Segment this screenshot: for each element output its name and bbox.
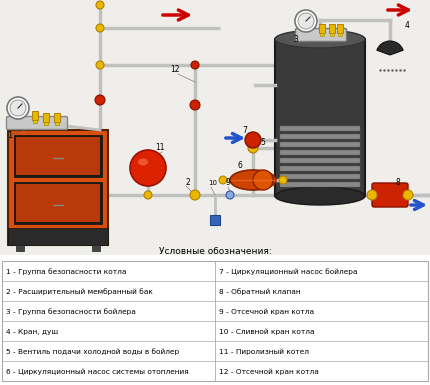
Bar <box>275 39 365 196</box>
Circle shape <box>7 97 29 119</box>
Bar <box>280 126 360 131</box>
Text: 11: 11 <box>155 143 165 152</box>
Circle shape <box>403 190 413 200</box>
Bar <box>280 166 360 171</box>
Circle shape <box>248 143 258 153</box>
Bar <box>44 122 48 125</box>
Bar <box>14 182 102 224</box>
Bar <box>338 33 342 36</box>
Text: 9: 9 <box>226 178 231 187</box>
Bar <box>32 111 38 120</box>
Bar <box>319 24 325 33</box>
Ellipse shape <box>275 30 365 48</box>
Text: 6 - Циркуляционный насос системы отопления: 6 - Циркуляционный насос системы отоплен… <box>6 369 189 375</box>
Bar <box>280 134 360 139</box>
Circle shape <box>96 24 104 32</box>
Bar <box>8 130 108 245</box>
Circle shape <box>10 100 26 116</box>
Text: 12: 12 <box>170 65 179 74</box>
Bar <box>2 261 428 381</box>
Bar <box>280 158 360 163</box>
Bar <box>210 215 220 225</box>
Circle shape <box>144 191 152 199</box>
Ellipse shape <box>138 159 148 166</box>
Text: 5: 5 <box>260 138 265 147</box>
Bar <box>330 33 334 36</box>
Bar <box>55 122 59 125</box>
Circle shape <box>226 191 234 199</box>
Bar <box>16 184 100 222</box>
Text: 4: 4 <box>405 21 410 30</box>
Circle shape <box>219 176 227 184</box>
Circle shape <box>191 61 199 69</box>
Bar <box>280 182 360 187</box>
Text: 12 - Отсечной кран котла: 12 - Отсечной кран котла <box>219 369 319 375</box>
FancyBboxPatch shape <box>6 117 68 129</box>
Circle shape <box>367 190 377 200</box>
Bar <box>0 0 430 255</box>
Bar <box>337 24 343 33</box>
Ellipse shape <box>230 170 276 190</box>
Bar <box>33 120 37 123</box>
Circle shape <box>96 61 104 69</box>
Text: 10: 10 <box>208 180 217 186</box>
Circle shape <box>253 170 273 190</box>
Text: 8 - Обратный клапан: 8 - Обратный клапан <box>219 289 301 295</box>
Wedge shape <box>377 41 403 55</box>
Text: 10 - Сливной кран котла: 10 - Сливной кран котла <box>219 329 315 335</box>
Text: 9 - Отсечной кран котла: 9 - Отсечной кран котла <box>219 309 314 315</box>
Circle shape <box>298 13 314 29</box>
Text: 1: 1 <box>7 131 12 140</box>
Circle shape <box>96 1 104 9</box>
Circle shape <box>190 100 200 110</box>
Circle shape <box>130 150 166 186</box>
Bar <box>8 228 108 245</box>
Bar <box>92 245 100 251</box>
Bar <box>54 113 60 122</box>
Circle shape <box>279 176 287 184</box>
Circle shape <box>295 10 317 32</box>
Bar <box>16 137 100 175</box>
Circle shape <box>95 95 105 105</box>
Bar <box>329 24 335 33</box>
Text: 11 - Пиролизный котел: 11 - Пиролизный котел <box>219 349 309 355</box>
Text: 5 - Вентиль подачи холодной воды в бойлер: 5 - Вентиль подачи холодной воды в бойле… <box>6 348 179 355</box>
Bar <box>14 135 102 177</box>
Text: 3: 3 <box>293 35 298 44</box>
Text: Условные обозначения:: Условные обозначения: <box>159 247 271 256</box>
Text: 7: 7 <box>242 126 247 135</box>
Circle shape <box>245 132 261 148</box>
Bar <box>43 113 49 122</box>
FancyBboxPatch shape <box>372 183 408 207</box>
Text: 2 - Расширительный мембранный бак: 2 - Расширительный мембранный бак <box>6 289 153 295</box>
FancyBboxPatch shape <box>295 28 347 42</box>
Bar <box>280 150 360 155</box>
Text: 8: 8 <box>395 178 400 187</box>
Text: 7 - Циркуляционный насос бойлера: 7 - Циркуляционный насос бойлера <box>219 268 357 276</box>
Bar <box>280 142 360 147</box>
Text: 6: 6 <box>238 161 243 170</box>
Ellipse shape <box>275 187 365 205</box>
Text: 1 - Группа безопасности котла: 1 - Группа безопасности котла <box>6 269 126 275</box>
Text: 4 - Кран, душ: 4 - Кран, душ <box>6 329 58 335</box>
Circle shape <box>190 190 200 200</box>
Bar <box>320 33 324 36</box>
Bar <box>16 245 24 251</box>
Text: 2: 2 <box>185 178 190 187</box>
Bar <box>280 174 360 179</box>
Text: 3 - Группа безопасности бойлера: 3 - Группа безопасности бойлера <box>6 309 136 315</box>
